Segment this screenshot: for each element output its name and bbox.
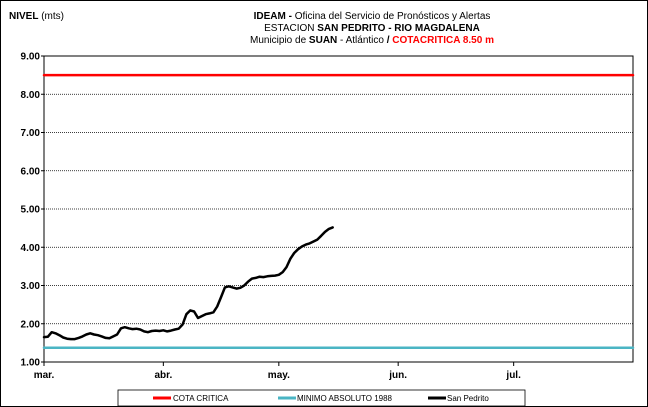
y-tick-label-5: 4.00 — [21, 243, 41, 254]
x-tick-label-0: mar. — [34, 370, 55, 381]
legend-label-minimo-absoluto: MINIMO ABSOLUTO 1988 — [297, 394, 393, 403]
y-tick-label-2: 7.00 — [21, 128, 41, 139]
x-tick-labels: mar. abr. may. jun. jul. — [34, 362, 521, 381]
y-tick-label-4: 5.00 — [21, 205, 41, 216]
y-tick-label-0: 9.00 — [21, 52, 41, 63]
x-tick-label-4: jul. — [505, 370, 521, 381]
y-tick-label-8: 1.00 — [21, 358, 41, 369]
y-tick-label-6: 3.00 — [21, 281, 41, 292]
y-gridlines — [44, 93, 633, 325]
chart-title-line2: ESTACION SAN PEDRITO - RIO MAGDALENA — [264, 23, 480, 34]
series-lines — [42, 73, 635, 350]
x-tick-label-1: abr. — [154, 370, 172, 381]
y-tick-label-1: 8.00 — [21, 90, 41, 101]
legend-box — [117, 389, 526, 407]
chart-title-line3: Municipio de SUAN - Atlántico / COTACRIT… — [250, 35, 494, 46]
chart-title-line1: IDEAM - Oficina del Servicio de Pronósti… — [254, 11, 491, 22]
y-tick-label-7: 2.00 — [21, 319, 41, 330]
y-axis-label: NIVEL (mts) — [9, 11, 64, 22]
x-tick-label-2: may. — [268, 370, 290, 381]
series-line-san-pedrito — [42, 226, 334, 341]
y-tick-labels: 9.00 8.00 7.00 6.00 5.00 4.00 3.00 2.00 1.00 — [21, 52, 44, 369]
legend-label-cota-critica: COTA CRITICA — [173, 394, 229, 403]
legend-label-san-pedrito: San Pedrito — [447, 394, 489, 403]
legend: COTA CRITICA MINIMO ABSOLUTO 1988 San Pe… — [117, 389, 526, 407]
x-tick-label-3: jun. — [388, 370, 407, 381]
y-tick-label-3: 6.00 — [21, 166, 41, 177]
